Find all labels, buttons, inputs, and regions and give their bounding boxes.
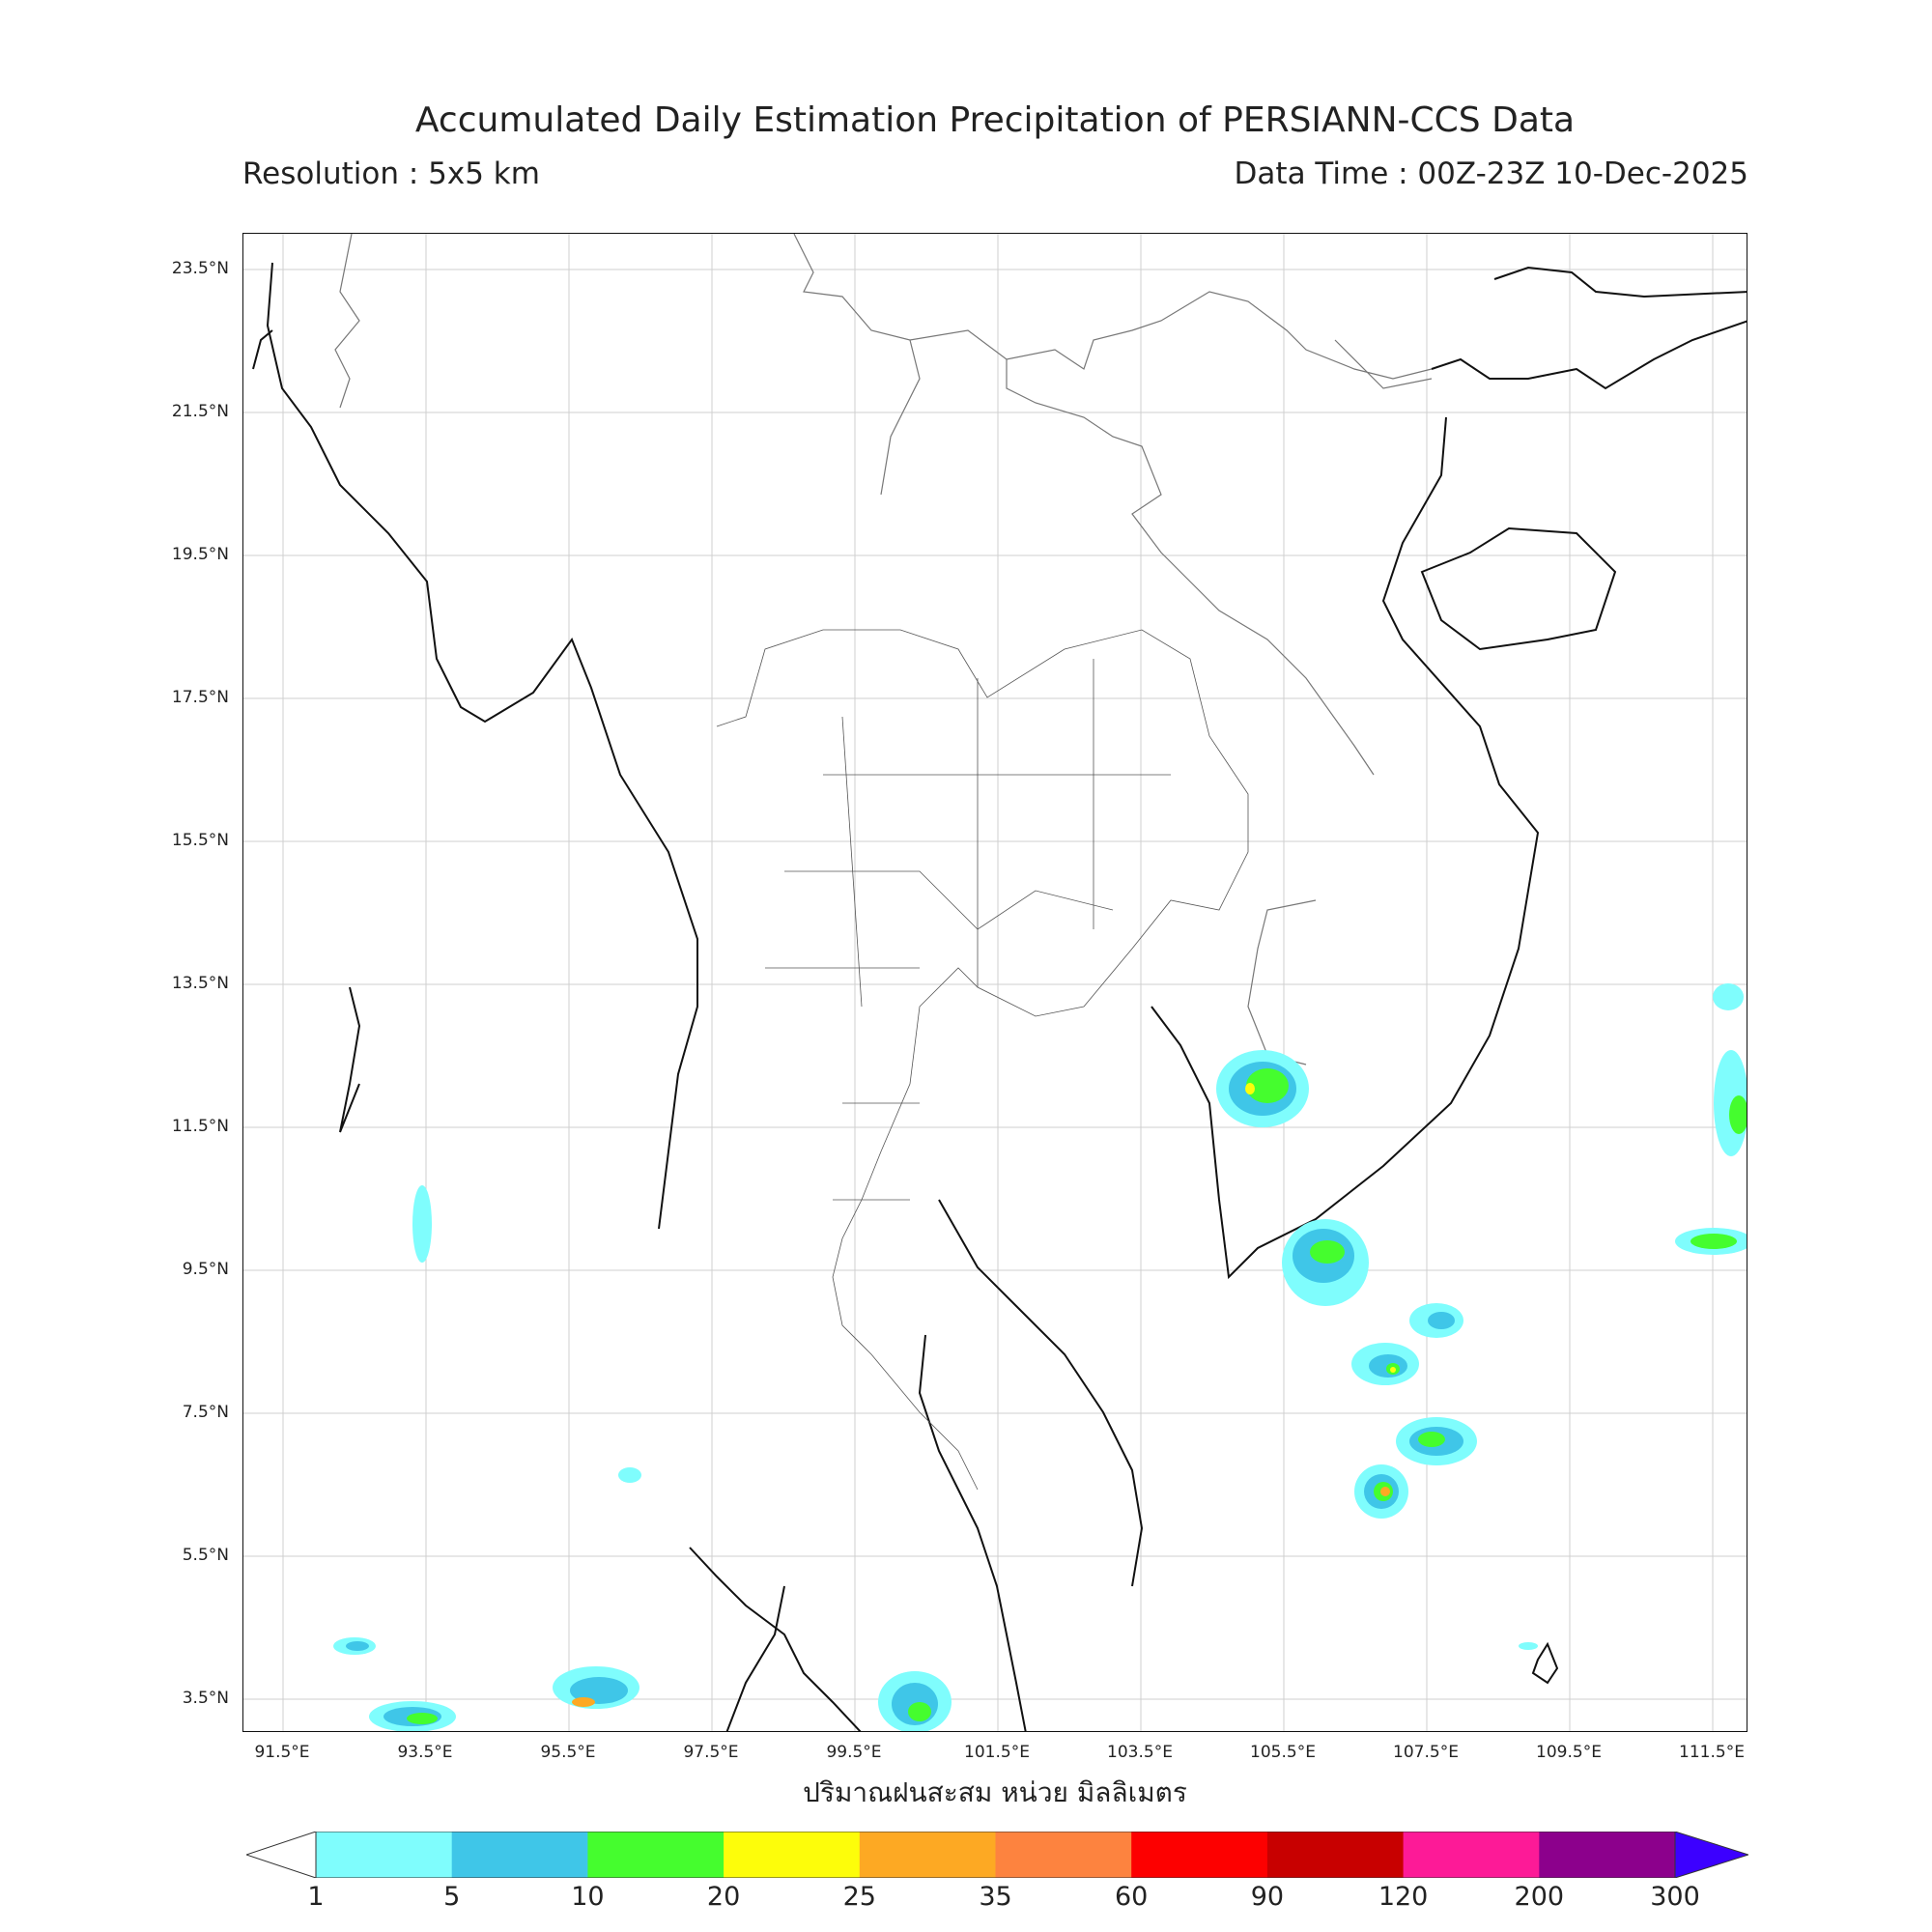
rain-cell [412,1185,432,1263]
colorbar-tick-label: 60 [1115,1882,1149,1912]
colorbar-tick-label: 200 [1514,1882,1565,1912]
lat-label: 3.5°N [182,1689,229,1708]
rain-cell [1310,1240,1345,1264]
lat-label: 9.5°N [182,1260,229,1279]
colorbar-tick-label: 35 [979,1882,1012,1912]
rain-cell [1245,1083,1255,1094]
lat-label: 7.5°N [182,1403,229,1422]
rain-cell [1246,1068,1289,1103]
lat-label: 15.5°N [171,831,229,850]
lon-label: 95.5°E [540,1743,596,1762]
rain-cell [1729,1095,1747,1134]
colorbar-over-arrow [1674,1832,1748,1878]
thailand-provinces [716,629,1249,1491]
colorbar-unit-label: ปริมาณฝนสะสม หน่วย มิลลิเมตร [803,1776,1187,1808]
lat-label: 17.5°N [171,688,229,707]
lon-label: 101.5°E [964,1743,1030,1762]
lon-label: 109.5°E [1536,1743,1602,1762]
map-canvas [243,234,1747,1731]
colorbar-tick-label: 5 [443,1882,461,1912]
rain-cell [1418,1432,1445,1447]
colorbar-segment [724,1832,861,1878]
lon-label: 103.5°E [1107,1743,1173,1762]
colorbar-segment [1131,1832,1268,1878]
lon-label: 107.5°E [1393,1743,1459,1762]
rain-cell [572,1697,595,1707]
lon-label: 91.5°E [254,1743,310,1762]
lat-label: 23.5°N [171,259,229,278]
colorbar-tick-label: 25 [842,1882,876,1912]
country-borders [334,234,1433,1065]
rain-cell [570,1677,628,1704]
colorbar-segment [587,1832,724,1878]
colorbar-tick-label: 90 [1250,1882,1285,1912]
data-time-label: Data Time : 00Z-23Z 10-Dec-2025 [1234,156,1748,191]
resolution-label: Resolution : 5x5 km [242,156,540,191]
colorbar-segment [859,1832,996,1878]
lon-label: 111.5°E [1679,1743,1745,1762]
colorbar-tick-label: 120 [1378,1882,1429,1912]
map-panel [242,233,1747,1732]
colorbar-under-arrow [246,1832,317,1878]
rain-cell [618,1467,641,1483]
colorbar-tick-label: 10 [571,1882,605,1912]
lat-label: 11.5°N [171,1117,229,1136]
colorbar-segment [1266,1832,1405,1878]
rain-cell [1380,1487,1390,1496]
colorbar [246,1832,1748,1878]
rain-cell [1713,983,1744,1010]
rain-cell [908,1702,931,1721]
colorbar-tick-label: 20 [706,1882,741,1912]
graticule [243,234,1747,1731]
lon-label: 93.5°E [397,1743,453,1762]
colorbar-segment [995,1832,1132,1878]
rain-cell [407,1713,438,1724]
rain-cell [1390,1367,1396,1373]
precipitation-cells [333,983,1747,1731]
lon-label: 97.5°E [683,1743,739,1762]
coastlines [252,262,1747,1731]
colorbar-segments [315,1832,1676,1878]
lat-label: 21.5°N [171,402,229,421]
lat-label: 13.5°N [171,974,229,993]
colorbar-tick-label: 300 [1650,1882,1700,1912]
colorbar-segment [451,1832,588,1878]
rain-cell [1519,1642,1538,1650]
lon-label: 105.5°E [1250,1743,1316,1762]
colorbar-segment [1539,1832,1676,1878]
map-title: Accumulated Daily Estimation Precipitati… [414,100,1576,140]
lat-label: 5.5°N [182,1546,229,1565]
rain-cell [1428,1312,1455,1329]
colorbar-segment [1403,1832,1540,1878]
rain-cell [1690,1234,1737,1249]
colorbar-tick-label: 1 [307,1882,325,1912]
rain-cell [346,1641,369,1651]
lat-label: 19.5°N [171,545,229,564]
lon-label: 99.5°E [826,1743,882,1762]
colorbar-segment [316,1832,453,1878]
